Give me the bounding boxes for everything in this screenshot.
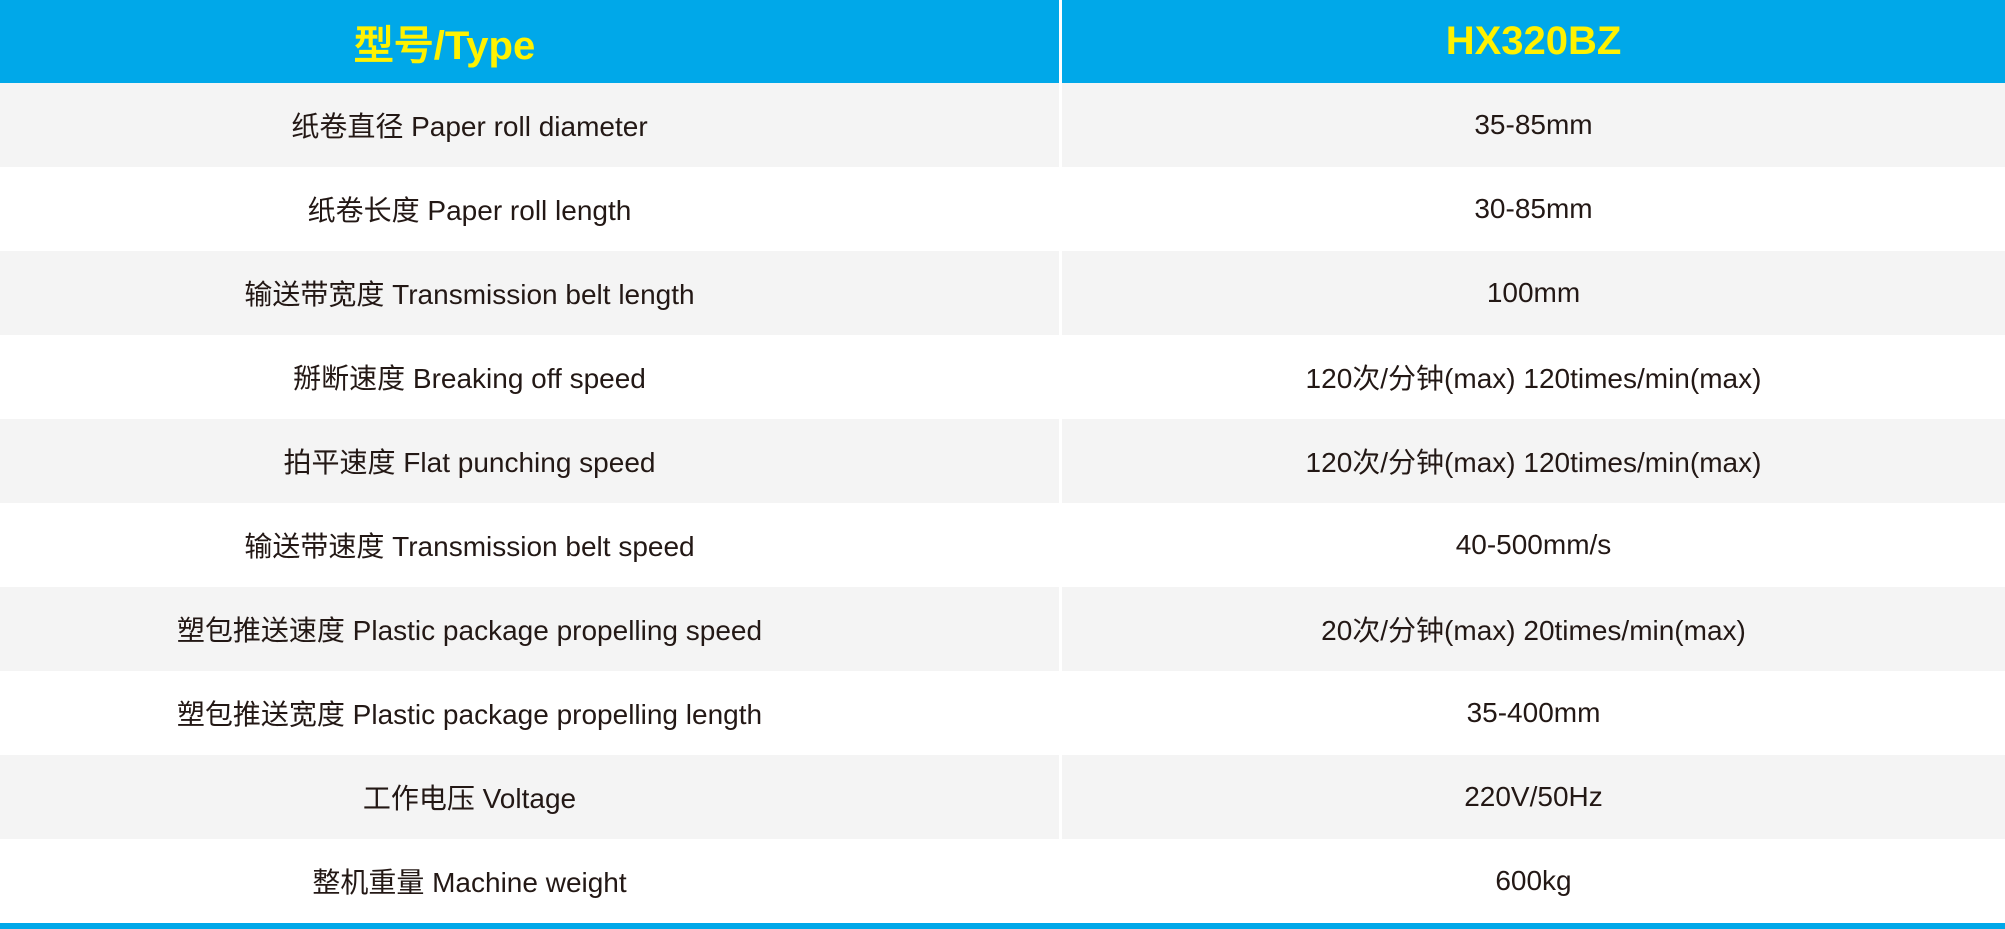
model-header: HX320BZ [1445, 19, 1622, 63]
spec-value: 20次/分钟(max) 20times/min(max) [1321, 615, 1746, 646]
spec-value: 40-500mm/s [1455, 529, 1612, 560]
spec-label: 掰断速度 Breaking off speed [0, 335, 1062, 419]
table-row: 纸卷直径 Paper roll diameter 35-85mm [0, 83, 2005, 167]
spec-label: 整机重量 Machine weight [0, 839, 1062, 923]
table-row: 拍平速度 Flat punching speed 120次/分钟(max) 120… [0, 419, 2005, 503]
table-row: 掰断速度 Breaking off speed 120次/分钟(max) 120t… [0, 335, 2005, 419]
table-row: 工作电压 Voltage 220V/50Hz [0, 755, 2005, 839]
spec-label: 纸卷长度 Paper roll length [0, 167, 1062, 251]
spec-label: 输送带宽度 Transmission belt length [0, 251, 1062, 335]
table-row: 塑包推送宽度 Plastic package propelling length… [0, 671, 2005, 755]
table-row: 整机重量 Machine weight 600kg [0, 839, 2005, 923]
spec-value: 35-400mm [1466, 697, 1601, 728]
table-row: 输送带速度 Transmission belt speed 40-500mm/s [0, 503, 2005, 587]
spec-value: 120次/分钟(max) 120times/min(max) [1305, 363, 1762, 394]
spec-value: 600kg [1495, 865, 1572, 896]
spec-value: 100mm [1486, 277, 1581, 308]
spec-value: 35-85mm [1474, 109, 1593, 140]
spec-value: 220V/50Hz [1464, 781, 1603, 812]
spec-value: 30-85mm [1474, 193, 1593, 224]
table-row: 塑包推送速度 Plastic package propelling speed 2… [0, 587, 2005, 671]
spec-label: 塑包推送宽度 Plastic package propelling length [0, 671, 1062, 755]
spec-label: 拍平速度 Flat punching speed [0, 419, 1062, 503]
type-header: 型号/Type [0, 0, 1062, 83]
bottom-bar [0, 923, 2005, 929]
table-row: 纸卷长度 Paper roll length 30-85mm [0, 167, 2005, 251]
spec-label: 输送带速度 Transmission belt speed [0, 503, 1062, 587]
spec-value: 120次/分钟(max) 120times/min(max) [1305, 447, 1762, 478]
spec-label: 工作电压 Voltage [0, 755, 1062, 839]
table-header: 型号/Type HX320BZ [0, 0, 2005, 83]
spec-label: 纸卷直径 Paper roll diameter [0, 83, 1062, 167]
spec-label: 塑包推送速度 Plastic package propelling speed [0, 587, 1062, 671]
table-row: 输送带宽度 Transmission belt length 100mm [0, 251, 2005, 335]
